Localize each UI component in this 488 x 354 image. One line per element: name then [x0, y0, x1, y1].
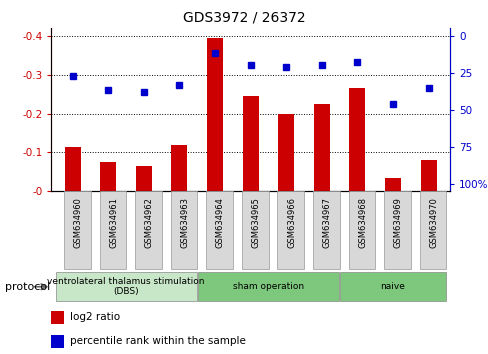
FancyBboxPatch shape — [135, 191, 162, 269]
Text: GSM634968: GSM634968 — [358, 198, 366, 249]
Text: protocol: protocol — [5, 282, 50, 292]
FancyBboxPatch shape — [198, 273, 338, 301]
FancyBboxPatch shape — [100, 191, 126, 269]
Bar — [384, 178, 400, 191]
Text: GSM634966: GSM634966 — [286, 198, 295, 249]
FancyBboxPatch shape — [277, 191, 304, 269]
Text: GSM634961: GSM634961 — [109, 198, 118, 248]
FancyBboxPatch shape — [242, 191, 268, 269]
Text: GSM634964: GSM634964 — [215, 198, 224, 248]
FancyBboxPatch shape — [64, 191, 90, 269]
Text: GSM634965: GSM634965 — [251, 198, 260, 248]
Text: GSM634960: GSM634960 — [73, 198, 82, 248]
Text: naive: naive — [380, 282, 405, 291]
Bar — [278, 114, 294, 191]
Bar — [171, 145, 187, 191]
FancyBboxPatch shape — [419, 191, 446, 269]
Bar — [51, 335, 63, 348]
FancyBboxPatch shape — [312, 191, 339, 269]
FancyBboxPatch shape — [206, 191, 232, 269]
Text: sham operation: sham operation — [232, 282, 304, 291]
FancyBboxPatch shape — [56, 273, 196, 301]
Text: GSM634962: GSM634962 — [144, 198, 153, 248]
Text: ventrolateral thalamus stimulation
(DBS): ventrolateral thalamus stimulation (DBS) — [47, 277, 204, 296]
Bar — [100, 162, 116, 191]
FancyBboxPatch shape — [170, 191, 197, 269]
Bar — [242, 96, 258, 191]
Text: GSM634969: GSM634969 — [393, 198, 402, 248]
FancyBboxPatch shape — [384, 191, 410, 269]
Bar — [206, 38, 223, 191]
Text: GSM634970: GSM634970 — [428, 198, 437, 248]
FancyBboxPatch shape — [340, 273, 445, 301]
Bar — [348, 88, 365, 191]
Bar — [420, 160, 436, 191]
Text: GSM634967: GSM634967 — [322, 198, 331, 249]
Text: GSM634963: GSM634963 — [180, 198, 189, 249]
Text: GDS3972 / 26372: GDS3972 / 26372 — [183, 11, 305, 25]
Bar — [51, 311, 63, 324]
Text: log2 ratio: log2 ratio — [70, 312, 120, 322]
Bar — [313, 104, 329, 191]
Bar — [136, 166, 152, 191]
FancyBboxPatch shape — [348, 191, 375, 269]
Text: percentile rank within the sample: percentile rank within the sample — [70, 336, 245, 346]
Bar — [64, 147, 81, 191]
